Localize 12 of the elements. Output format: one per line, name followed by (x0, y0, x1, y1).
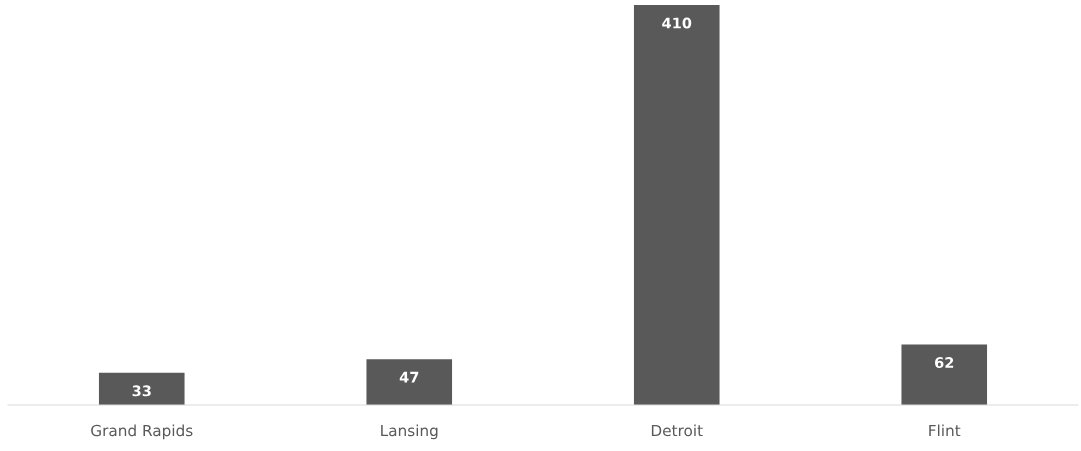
data-label: 62 (935, 357, 954, 369)
x-tick-label: Grand Rapids (91, 424, 193, 440)
x-tick-label: Flint (929, 424, 961, 437)
data-label: 33 (132, 385, 151, 397)
bar (366, 359, 453, 405)
x-tick-label: Detroit (651, 424, 703, 437)
data-label: 410 (662, 17, 692, 29)
bar (901, 344, 988, 405)
x-tick-label: Lansing (381, 424, 438, 440)
bar (98, 372, 185, 405)
data-label: 47 (399, 371, 419, 383)
bar (633, 5, 720, 405)
